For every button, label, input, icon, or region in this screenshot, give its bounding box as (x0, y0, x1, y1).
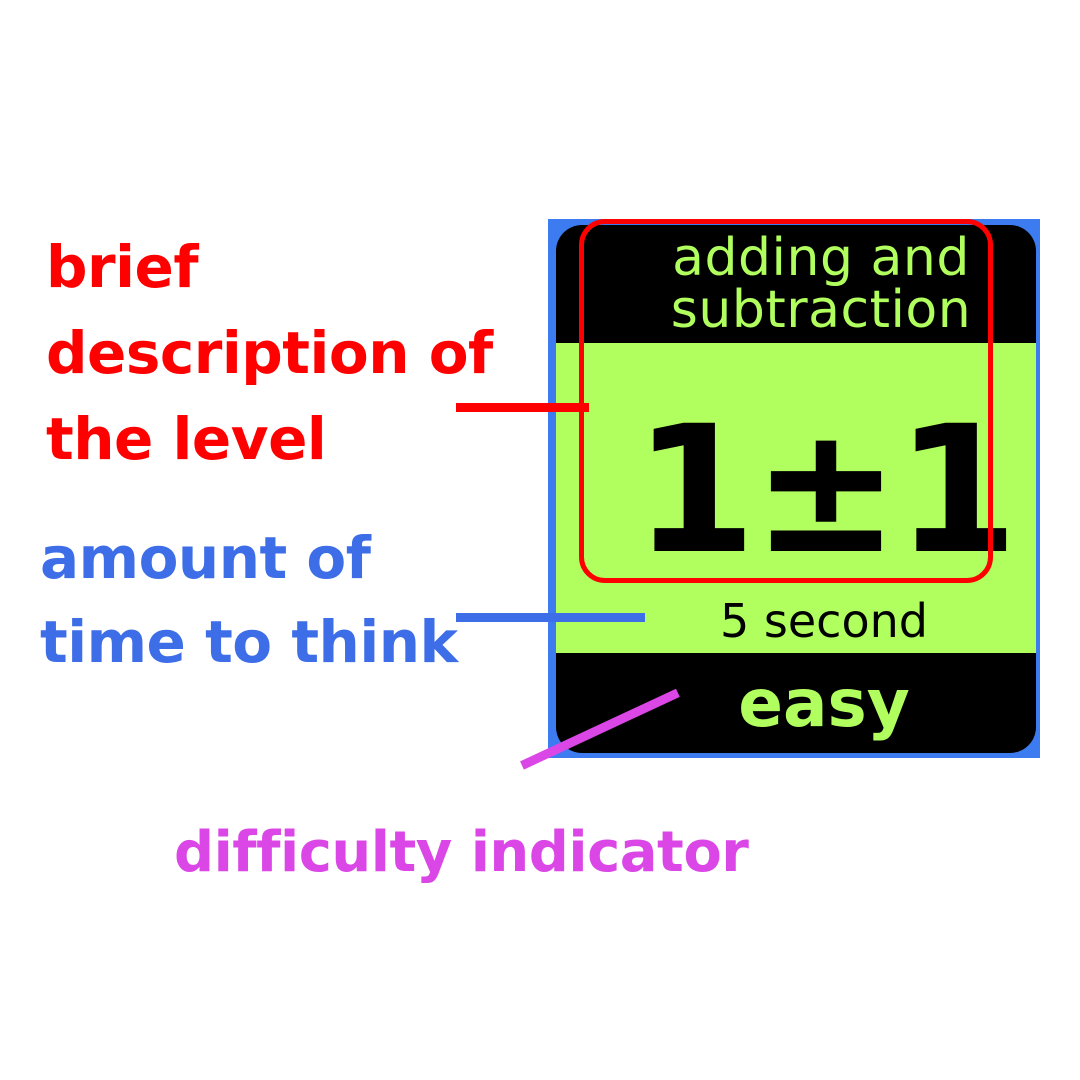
level-title: adding and subtraction (556, 225, 1036, 343)
description-callout: brief description of the level (46, 224, 493, 482)
level-title-line-2: subtraction (670, 280, 972, 340)
level-card-body: 1±1 5 second (556, 343, 1036, 653)
description-callout-line-2: description of (46, 319, 493, 387)
time-callout-line-1: amount of (40, 524, 371, 592)
difficulty-badge: easy (738, 664, 910, 742)
description-connector-line (456, 403, 589, 412)
level-expression: 1±1 (633, 388, 1018, 593)
description-highlight-box (579, 219, 993, 583)
level-card[interactable]: adding and subtraction 1±1 5 second easy (556, 225, 1036, 753)
difficulty-callout: difficulty indicator (174, 820, 749, 885)
time-callout-line-2: time to think (40, 608, 458, 676)
description-callout-line-3: the level (46, 405, 327, 473)
level-title-line-1: adding and (672, 228, 970, 288)
think-time: 5 second (720, 594, 928, 648)
time-callout: amount of time to think (40, 516, 458, 684)
time-connector-line (456, 613, 645, 622)
description-callout-line-1: brief (46, 233, 199, 301)
